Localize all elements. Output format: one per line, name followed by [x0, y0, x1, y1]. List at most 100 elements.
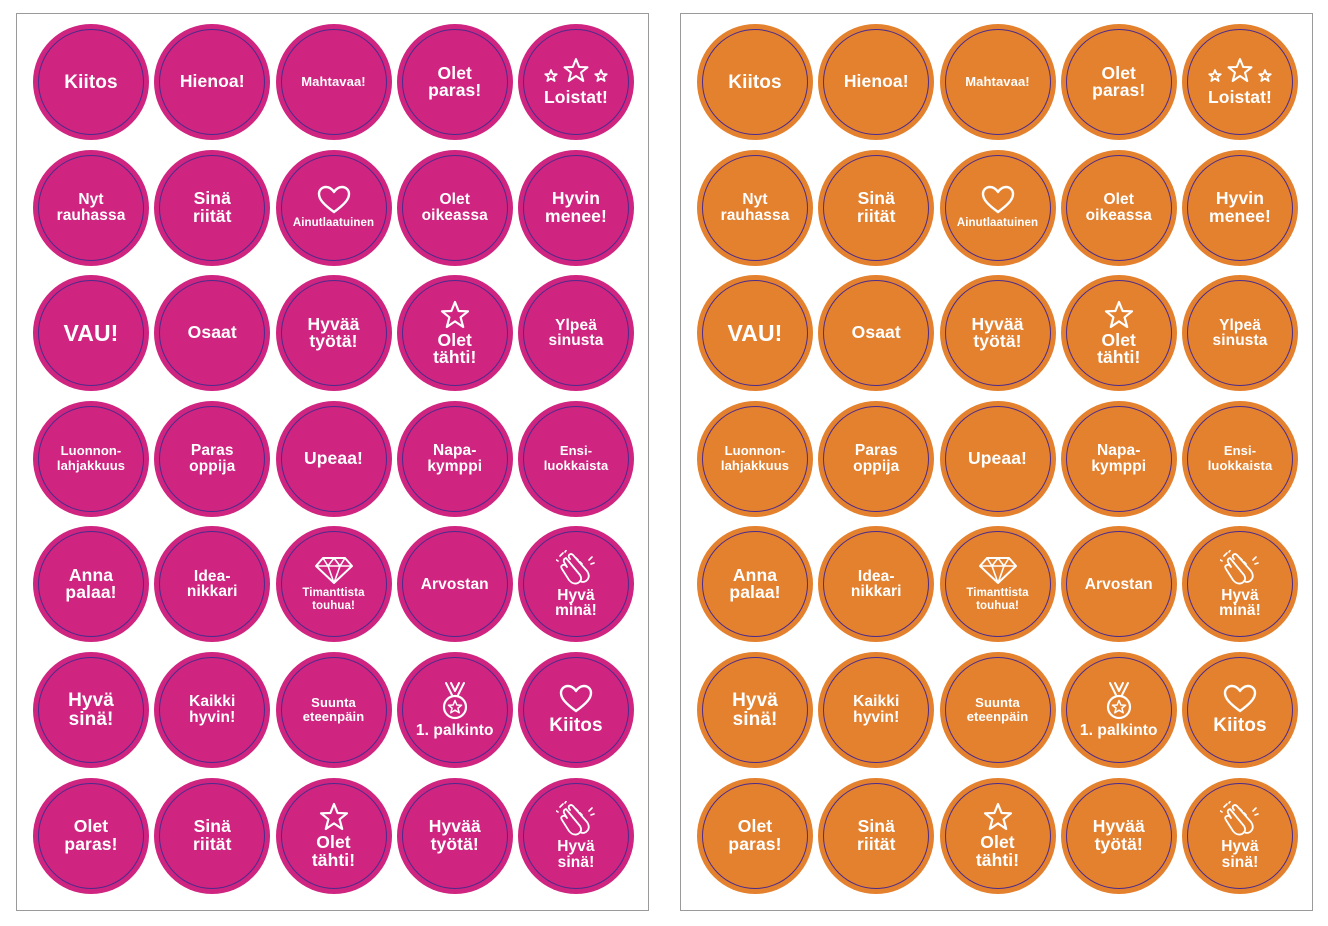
sticker-badge: Hyvä minä!: [1182, 526, 1298, 643]
sticker-badge: Mahtavaa!: [275, 24, 392, 140]
sticker-label: Olet tähti!: [433, 329, 477, 368]
sticker-badge: Sinä riität: [154, 149, 271, 266]
sticker-label: Hyvin menee!: [1209, 188, 1271, 226]
sticker-grid: Kiitos Hienoa! Mahtavaa! Olet paras! Loistat…: [697, 24, 1298, 894]
sticker-content: Hyvin menee!: [530, 189, 622, 225]
sticker-content: Olet oikeassa: [409, 192, 501, 223]
sticker-label: 1. palkinto: [1079, 722, 1158, 740]
diamond-icon: [978, 555, 1018, 585]
sticker-content: Olet tähti!: [1073, 300, 1165, 367]
sticker-label: Mahtavaa!: [965, 73, 1030, 89]
sticker-label: Ainutlaatuinen: [292, 216, 375, 229]
sticker-content: VAU!: [709, 321, 801, 345]
stars-icon: [1206, 57, 1274, 87]
sticker-label: Loistat!: [544, 87, 608, 108]
sticker-label: Nyt rauhassa: [720, 191, 790, 224]
sticker-label: Napa- kymppi: [1091, 442, 1147, 475]
sticker-badge: Arvostan: [1060, 526, 1177, 643]
sticker-badge: Napa- kymppi: [1060, 400, 1177, 517]
sticker-content: Suunta eteenpäin: [288, 695, 380, 725]
sticker-badge: Ensi- luokkaista: [518, 400, 634, 517]
sticker-badge: Ainutlaatuinen: [939, 149, 1056, 266]
medal-icon: [1104, 681, 1134, 721]
sticker-badge: Ainutlaatuinen: [275, 149, 392, 266]
sticker-content: Hyvää työtä!: [1073, 816, 1165, 854]
sticker-content: Arvostan: [1073, 577, 1165, 593]
sticker-label: Olet tähti!: [975, 832, 1020, 870]
sticker-label: Sinä riität: [192, 816, 232, 854]
heart-icon: [317, 185, 351, 215]
sticker-content: Loistat!: [530, 57, 622, 107]
sticker-label: Olet tähti!: [311, 832, 356, 870]
sticker-content: Ylpeä sinusta: [530, 316, 622, 350]
sticker-content: Suunta eteenpäin: [952, 695, 1044, 725]
star-icon: [440, 300, 470, 330]
sticker-badge: Olet tähti!: [1060, 275, 1177, 392]
sticker-badge: Kaikki hyvin!: [154, 651, 271, 768]
sticker-content: Olet paras!: [409, 64, 501, 100]
sticker-label: Hyvä minä!: [1219, 586, 1261, 620]
sticker-label: Hyvä sinä!: [557, 838, 595, 871]
sticker-sheet-orange: Kiitos Hienoa! Mahtavaa! Olet paras! Loistat…: [680, 13, 1313, 911]
sticker-content: Kiitos: [1194, 684, 1286, 735]
sticker-label: Sinä riität: [192, 188, 232, 226]
sticker-badge: Ensi- luokkaista: [1182, 400, 1298, 517]
sticker-label: Olet paras!: [64, 816, 118, 854]
sticker-content: Olet tähti!: [409, 300, 501, 367]
sticker-label: Timanttista touhua!: [302, 587, 365, 613]
sticker-content: Hyvää työtä!: [288, 315, 380, 351]
sticker-badge: VAU!: [33, 275, 149, 392]
sticker-label: Anna palaa!: [729, 564, 781, 603]
sticker-label: Hyvä sinä!: [1221, 838, 1259, 871]
sticker-badge: Loistat!: [1182, 24, 1298, 140]
sticker-content: Nyt rauhassa: [709, 192, 801, 223]
sticker-label: Ylpeä sinusta: [548, 316, 604, 350]
sticker-badge: Anna palaa!: [697, 526, 813, 643]
sticker-label: Mahtavaa!: [301, 73, 366, 89]
sticker-badge: Hyvin menee!: [1182, 149, 1298, 266]
sticker-label: Loistat!: [1208, 87, 1272, 108]
sticker-label: Hyvää työtä!: [1092, 816, 1145, 854]
sticker-badge: Anna palaa!: [33, 526, 149, 643]
sticker-label: Arvostan: [420, 575, 489, 593]
sticker-label: Hienoa!: [179, 71, 245, 92]
sticker-content: 1. palkinto: [1073, 681, 1165, 739]
sticker-badge: Arvostan: [396, 526, 513, 643]
sticker-badge: 1. palkinto: [1060, 651, 1177, 768]
sticker-badge: Kiitos: [518, 651, 634, 768]
sticker-badge: Hyvä sinä!: [518, 777, 634, 894]
sticker-content: Napa- kymppi: [409, 443, 501, 474]
sticker-badge: Kiitos: [1182, 651, 1298, 768]
sticker-badge: Paras oppija: [818, 400, 935, 517]
sticker-content: Arvostan: [409, 577, 501, 593]
medal-icon: [440, 681, 470, 721]
sticker-badge: Sinä riität: [154, 777, 271, 894]
sticker-content: Kiitos: [709, 73, 801, 92]
sticker-content: Kiitos: [45, 73, 137, 92]
sticker-badge: Hyvää työtä!: [275, 275, 392, 392]
sticker-content: Timanttista touhua!: [952, 555, 1044, 613]
clapping-hands-icon: [1220, 801, 1260, 837]
sticker-badge: Hyvin menee!: [518, 149, 634, 266]
sticker-content: Sinä riität: [830, 189, 922, 225]
sticker-label: Nyt rauhassa: [56, 191, 126, 224]
sticker-badge: Osaat: [818, 275, 935, 392]
sticker-label: Paras oppija: [853, 442, 900, 475]
sticker-label: Upeaa!: [304, 448, 363, 469]
sticker-badge: Olet oikeassa: [396, 149, 513, 266]
sticker-label: Ensi- luokkaista: [543, 443, 609, 473]
sticker-label: Sinä riität: [856, 816, 896, 854]
diamond-icon: [314, 555, 354, 585]
sticker-label: Olet paras!: [728, 816, 782, 854]
sticker-content: Anna palaa!: [709, 564, 801, 603]
clapping-hands-icon: [1220, 549, 1260, 586]
sticker-badge: Loistat!: [518, 24, 634, 140]
sticker-label: Kaikki hyvin!: [189, 693, 236, 726]
sticker-badge: Ylpeä sinusta: [1182, 275, 1298, 392]
sticker-badge: Osaat: [154, 275, 271, 392]
sticker-label: Idea- nikkari: [850, 567, 902, 601]
sticker-content: Hyvää työtä!: [952, 315, 1044, 351]
sticker-badge: Hyvää työtä!: [396, 777, 513, 894]
sticker-label: Hyvää työtä!: [428, 816, 481, 854]
sticker-content: Sinä riität: [166, 188, 258, 226]
